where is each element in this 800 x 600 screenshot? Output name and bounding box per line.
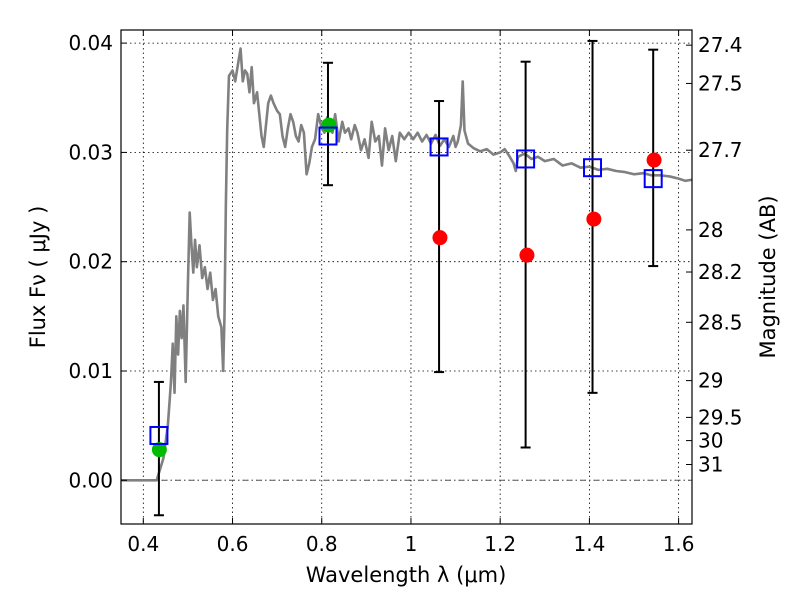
- plot-area: [121, 39, 692, 517]
- y-tick-label: 0.04: [68, 31, 113, 55]
- x-tick-label: 0.8: [306, 532, 338, 556]
- green-point: [321, 117, 337, 133]
- red-point: [432, 230, 448, 246]
- observed-square: [149, 425, 169, 445]
- x-tick-label: 1.4: [573, 532, 605, 556]
- red-point: [586, 211, 602, 227]
- red-point: [519, 247, 535, 263]
- x-axis-label: Wavelength λ (μm): [306, 563, 507, 587]
- mag-tick-label: 27.5: [698, 71, 743, 95]
- observed-square: [643, 169, 663, 189]
- y-tick-label: 0.00: [68, 468, 113, 492]
- x-tick-label: 1.2: [484, 532, 516, 556]
- plot-frame: [120, 29, 693, 525]
- mag-tick-label: 29.5: [698, 405, 743, 429]
- mag-tick-label: 27.4: [698, 33, 743, 57]
- y-tick-label: 0.03: [68, 140, 113, 164]
- mag-tick-label: 30: [698, 429, 723, 453]
- y-tick-label: 0.01: [68, 359, 113, 383]
- y-tick-label: 0.02: [68, 250, 113, 274]
- x-tick-label: 0.6: [217, 532, 249, 556]
- x-tick-label: 1: [405, 532, 418, 556]
- mag-tick-label: 27.7: [698, 138, 743, 162]
- observed-square: [318, 126, 338, 146]
- x-tick-label: 1.6: [663, 532, 695, 556]
- mag-tick-label: 28.2: [698, 260, 743, 284]
- observed-square: [429, 137, 449, 157]
- y-axis-label: Flux Fν ( μJy ): [26, 206, 50, 349]
- mag-tick-label: 28.5: [698, 310, 743, 334]
- mag-tick-label: 28: [698, 218, 723, 242]
- mag-tick-label: 29: [698, 369, 723, 393]
- green-point: [151, 442, 167, 458]
- red-point: [646, 152, 662, 168]
- mag-tick-label: 31: [698, 452, 723, 476]
- tick-labels: 0.4 0.6 0.8 1 1.2 1.4 1.6 0.00 0.01 0.02 0.03 0.04 2…: [68, 31, 742, 556]
- observed-square: [516, 149, 536, 169]
- y2-axis-label: Magnitude (AB): [756, 195, 780, 358]
- observed-square: [583, 158, 603, 178]
- x-tick-label: 0.4: [127, 532, 159, 556]
- ticks: [121, 30, 692, 524]
